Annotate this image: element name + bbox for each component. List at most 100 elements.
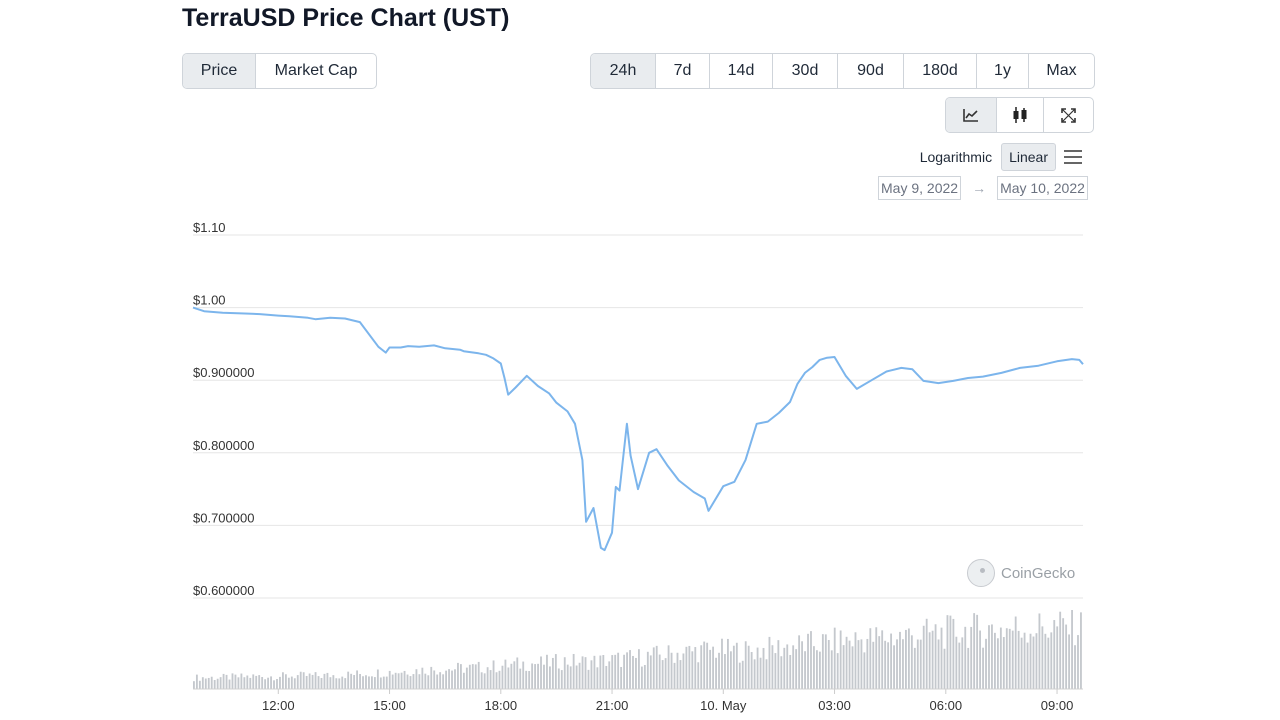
volume-bar bbox=[323, 673, 326, 689]
tab-price[interactable]: Price bbox=[183, 54, 256, 88]
y-tick-label: $0.600000 bbox=[193, 583, 254, 598]
volume-bar bbox=[925, 618, 928, 689]
volume-bar bbox=[465, 667, 468, 689]
volume-bar bbox=[999, 627, 1002, 689]
volume-bar bbox=[765, 659, 768, 689]
volume-bar bbox=[193, 681, 195, 689]
hamburger-menu-icon[interactable] bbox=[1064, 150, 1082, 164]
watermark-text: CoinGecko bbox=[1001, 564, 1076, 582]
volume-bar bbox=[549, 666, 551, 689]
volume-bar bbox=[409, 676, 412, 689]
range-30d[interactable]: 30d bbox=[773, 54, 838, 88]
volume-bar bbox=[421, 667, 424, 689]
volume-bar bbox=[216, 678, 219, 689]
volume-bar bbox=[563, 657, 566, 689]
volume-bar bbox=[477, 661, 480, 689]
volume-bar bbox=[210, 676, 213, 689]
volume-bar bbox=[860, 639, 863, 689]
volume-bar bbox=[385, 676, 388, 689]
volume-bar bbox=[311, 674, 314, 689]
volume-bar bbox=[418, 674, 421, 689]
volume-bar bbox=[261, 676, 264, 689]
volume-bar bbox=[451, 670, 453, 689]
volume-bar bbox=[1044, 633, 1047, 689]
volume-bar bbox=[729, 651, 732, 689]
volume-bar bbox=[492, 660, 495, 689]
date-from-input[interactable]: May 9, 2022 bbox=[878, 176, 962, 200]
volume-bar bbox=[347, 671, 350, 689]
volume-bar bbox=[928, 632, 931, 689]
date-to-input[interactable]: May 10, 2022 bbox=[997, 176, 1088, 200]
range-max[interactable]: Max bbox=[1046, 62, 1077, 79]
range-14d[interactable]: 14d bbox=[710, 54, 773, 88]
volume-bar bbox=[332, 675, 335, 689]
volume-bar bbox=[967, 647, 970, 689]
volume-bar bbox=[884, 640, 887, 689]
volume-bar bbox=[587, 669, 590, 689]
volume-bar bbox=[949, 615, 952, 689]
volume-bar bbox=[777, 640, 780, 689]
volume-bar bbox=[866, 638, 869, 689]
volume-bar bbox=[442, 674, 445, 689]
volume-bar bbox=[566, 664, 569, 689]
range-180d[interactable]: 180d bbox=[904, 54, 977, 88]
line-chart-button[interactable] bbox=[946, 98, 997, 132]
tab-market-cap[interactable]: Market Cap bbox=[274, 62, 358, 79]
volume-bar bbox=[617, 652, 620, 689]
volume-bar bbox=[643, 664, 646, 689]
volume-bar bbox=[1059, 611, 1062, 689]
linear-option[interactable]: Linear bbox=[1001, 143, 1056, 171]
volume-bar bbox=[988, 625, 990, 689]
volume-bar bbox=[780, 656, 783, 689]
volume-bar bbox=[1053, 620, 1056, 689]
range-7d[interactable]: 7d bbox=[656, 54, 710, 88]
volume-bar bbox=[596, 667, 599, 689]
expand-icon bbox=[1061, 107, 1076, 123]
volume-bar bbox=[958, 642, 961, 689]
volume-bar bbox=[810, 631, 812, 689]
volume-bar bbox=[896, 639, 898, 689]
volume-bar bbox=[368, 676, 370, 689]
volume-bar bbox=[525, 670, 528, 689]
volume-bar bbox=[504, 659, 507, 689]
volume-bar bbox=[397, 673, 400, 689]
volume-bar bbox=[887, 642, 890, 689]
volume-bar bbox=[593, 655, 596, 689]
volume-bar bbox=[602, 655, 605, 689]
y-tick-label: $0.700000 bbox=[193, 510, 254, 525]
volume-bar bbox=[943, 648, 946, 689]
volume-bar bbox=[718, 652, 720, 689]
volume-bar bbox=[902, 639, 904, 689]
logarithmic-option[interactable]: Logarithmic bbox=[919, 149, 993, 165]
range-90d[interactable]: 90d bbox=[838, 54, 904, 88]
volume-bar bbox=[222, 673, 225, 689]
volume-bar bbox=[379, 677, 382, 689]
range-24h[interactable]: 24h bbox=[591, 54, 656, 88]
x-tick-label: 12:00 bbox=[262, 698, 295, 713]
volume-bar bbox=[869, 628, 872, 689]
volume-bar bbox=[382, 676, 385, 689]
volume-bar bbox=[638, 649, 640, 689]
candlestick-button[interactable] bbox=[997, 98, 1044, 132]
volume-bar bbox=[658, 654, 661, 689]
volume-bar bbox=[225, 674, 228, 689]
volume-bar bbox=[818, 651, 821, 689]
volume-bar bbox=[270, 676, 272, 689]
range-1y[interactable]: 1y bbox=[977, 54, 1029, 88]
volume-bar bbox=[1023, 632, 1026, 689]
volume-bar bbox=[299, 671, 302, 689]
expand-button[interactable] bbox=[1044, 98, 1093, 132]
volume-bar bbox=[207, 677, 210, 689]
volume-bar bbox=[964, 626, 967, 689]
y-tick-label: $1.00 bbox=[193, 293, 226, 308]
volume-bar bbox=[356, 670, 359, 689]
volume-bar bbox=[551, 657, 554, 689]
volume-bar bbox=[258, 675, 261, 689]
volume-bar bbox=[937, 639, 940, 689]
volume-bar bbox=[483, 673, 486, 689]
volume-bar bbox=[952, 618, 955, 689]
volume-bar bbox=[430, 666, 433, 689]
volume-bar bbox=[471, 664, 474, 689]
time-range-tabs: 24h 7d 14d 30d 90d 180d 1y Max bbox=[590, 53, 1095, 89]
volume-bar bbox=[845, 636, 848, 689]
